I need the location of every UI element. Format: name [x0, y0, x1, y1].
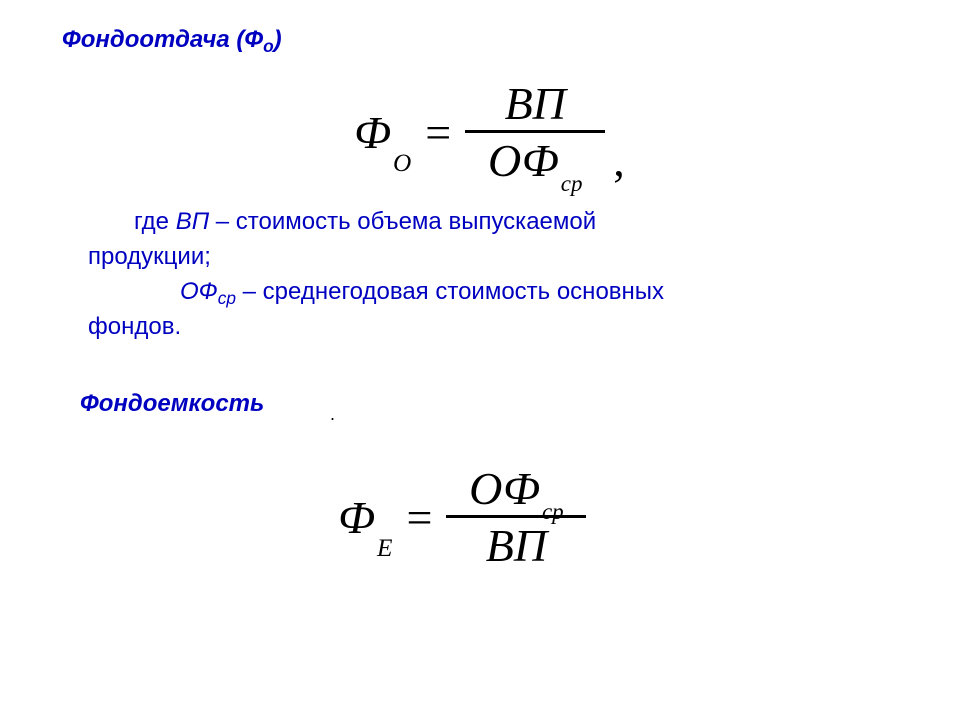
explain-line1b: – стоимость объема выпускаемой — [209, 208, 596, 235]
heading1-symbol-main: Ф — [244, 26, 263, 53]
formula1-denominator: ОФ ср — [482, 137, 589, 185]
explain-line3b: – среднегодовая стоимость основных — [236, 278, 664, 305]
formula2-lhs: Ф Е — [338, 495, 392, 541]
heading-fondootdacha: Фондоотдача (Фо) — [62, 26, 282, 57]
explain-line4: фондов. — [88, 313, 181, 340]
formula1-lhs-sub: О — [393, 151, 411, 176]
formula1-row: Ф О = ВП ОФ ср , — [354, 80, 625, 186]
heading-fondoemkost: Фондоемкость — [80, 390, 264, 418]
explain-term-of-main: ОФ — [180, 278, 218, 305]
formula2-row: Ф Е = ОФ ср ВП — [338, 465, 586, 571]
heading1-suffix: ) — [274, 26, 282, 53]
explain-term-vp: ВП — [176, 208, 209, 235]
formula1-trail: , — [613, 134, 625, 187]
formula2-bar — [446, 515, 586, 518]
formula-fondoemkost: Ф Е = ОФ ср ВП — [338, 465, 586, 571]
formula1-numerator: ВП — [499, 80, 572, 128]
formula1-fraction: ВП ОФ ср — [465, 80, 605, 186]
formula2-fraction: ОФ ср ВП — [446, 465, 586, 571]
formula1-den-main: ОФ — [488, 137, 559, 185]
formula2-num-sub: ср — [542, 500, 564, 524]
formula1-bar — [465, 130, 605, 133]
formula2-num-main: ОФ — [469, 465, 540, 513]
formula1-lhs-main: Ф — [354, 110, 391, 156]
formula1-lhs: Ф О — [354, 110, 411, 156]
formula2-numerator: ОФ ср — [463, 465, 570, 513]
heading1-prefix: Фондоотдача ( — [62, 26, 244, 53]
formula2-eq: = — [406, 491, 432, 544]
explain-where: где — [134, 208, 176, 235]
formula-fondootdacha: Ф О = ВП ОФ ср , — [354, 80, 625, 186]
explain-line2: продукции; — [88, 243, 211, 270]
heading1-symbol-sub: о — [263, 36, 274, 56]
explain-term-of-sub: ср — [218, 287, 236, 307]
formula1-eq: = — [425, 106, 451, 159]
formula2-lhs-main: Ф — [338, 495, 375, 541]
formula2-lhs-sub: Е — [377, 536, 392, 561]
heading2-dot: . — [330, 404, 335, 425]
explanation-block: где ВП – стоимость объема выпускаемой пр… — [88, 205, 868, 345]
page: Фондоотдача (Фо) Ф О = ВП ОФ ср , где ВП… — [0, 0, 960, 720]
formula1-den-sub: ср — [561, 172, 583, 196]
formula2-denominator: ВП — [480, 522, 553, 570]
